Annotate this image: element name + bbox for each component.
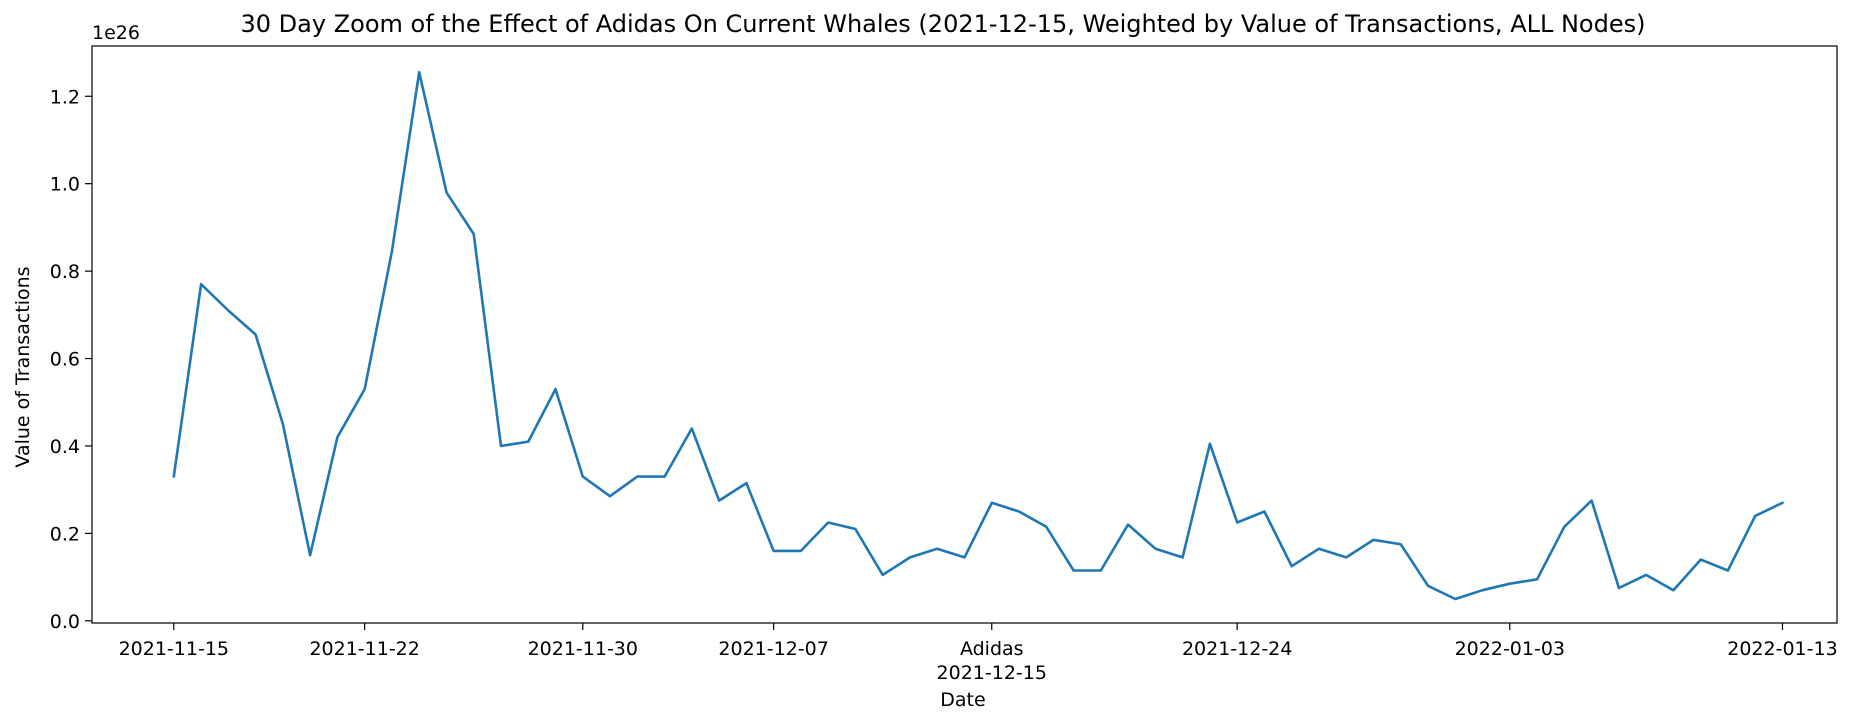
y-tick-label: 1.0 [50,174,80,196]
x-tick-label: 2021-11-30 [528,638,638,660]
x-tick-label: 2021-12-07 [718,638,828,660]
y-tick-label: 0.6 [50,349,80,371]
y-tick-label: 0.0 [50,611,80,633]
event-label: Adidas [960,638,1024,660]
y-tick-label: 0.4 [50,436,80,458]
x-tick-label: 2021-11-15 [119,638,229,660]
x-axis-ticks: 2021-11-15 2021-11-22 2021-11-30 2021-12-07… [119,623,1838,684]
x-tick-label: 2022-01-13 [1727,638,1837,660]
x-axis-label: Date [940,689,985,711]
x-tick-label: 2022-01-03 [1455,638,1565,660]
plot-frame [91,45,1838,624]
chart-title: 30 Day Zoom of the Effect of Adidas On C… [241,10,1646,38]
y-axis-multiplier: 1e26 [92,22,140,44]
x-tick-label: 2021-12-24 [1182,638,1292,660]
y-tick-label: 1.2 [50,86,80,108]
y-tick-label: 0.2 [50,523,80,545]
x-tick-label: 2021-11-22 [309,638,419,660]
y-axis-label: Value of Transactions [12,266,34,467]
y-tick-label: 0.8 [50,261,80,283]
x-tick-label: 2021-12-15 [937,662,1047,684]
y-axis-ticks: 0.0 0.2 0.4 0.6 0.8 1.0 1.2 [50,86,92,633]
series-line [172,70,1784,601]
